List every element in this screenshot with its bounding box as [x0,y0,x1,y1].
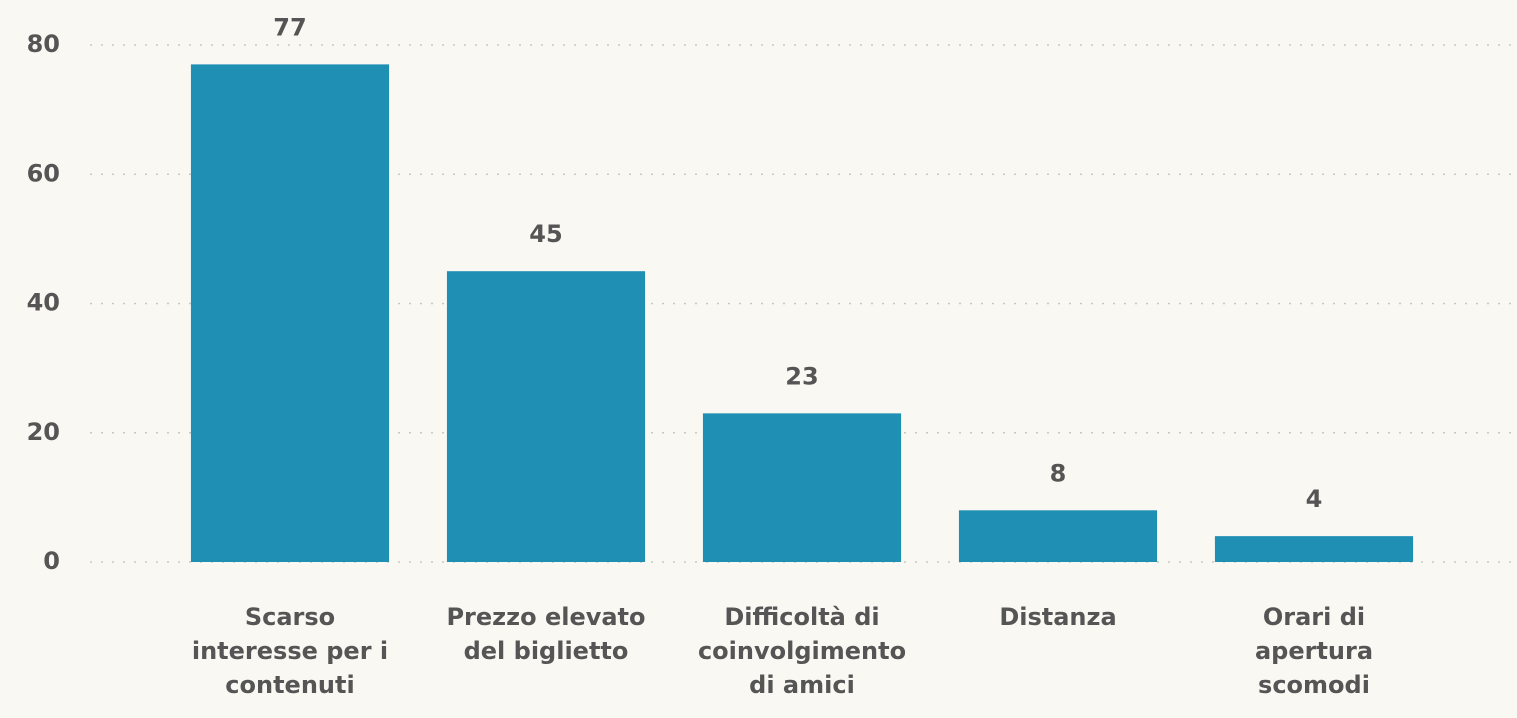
data-label: 8 [1050,459,1067,487]
bar [1214,536,1414,562]
data-label: 23 [785,362,818,390]
y-tick-label: 80 [27,30,60,58]
data-label: 4 [1306,485,1323,513]
x-tick-label: Distanza [999,603,1116,631]
data-label: 45 [529,220,562,248]
data-label: 77 [273,13,306,41]
bar [958,510,1158,562]
bar [702,413,902,562]
x-tick-label: Scarso interesse per i contenuti [192,603,388,699]
x-tick-label: Prezzo elevato del biglietto [446,603,645,665]
x-tick-label: Orari di apertura scomodi [1255,603,1373,699]
y-tick-label: 0 [43,547,60,575]
bar [446,271,646,562]
y-tick-label: 60 [27,159,60,187]
x-tick-label: Difficoltà di coinvolgimento di amici [698,603,906,699]
y-tick-label: 40 [27,289,60,317]
y-tick-label: 20 [27,418,60,446]
bar [190,64,390,562]
